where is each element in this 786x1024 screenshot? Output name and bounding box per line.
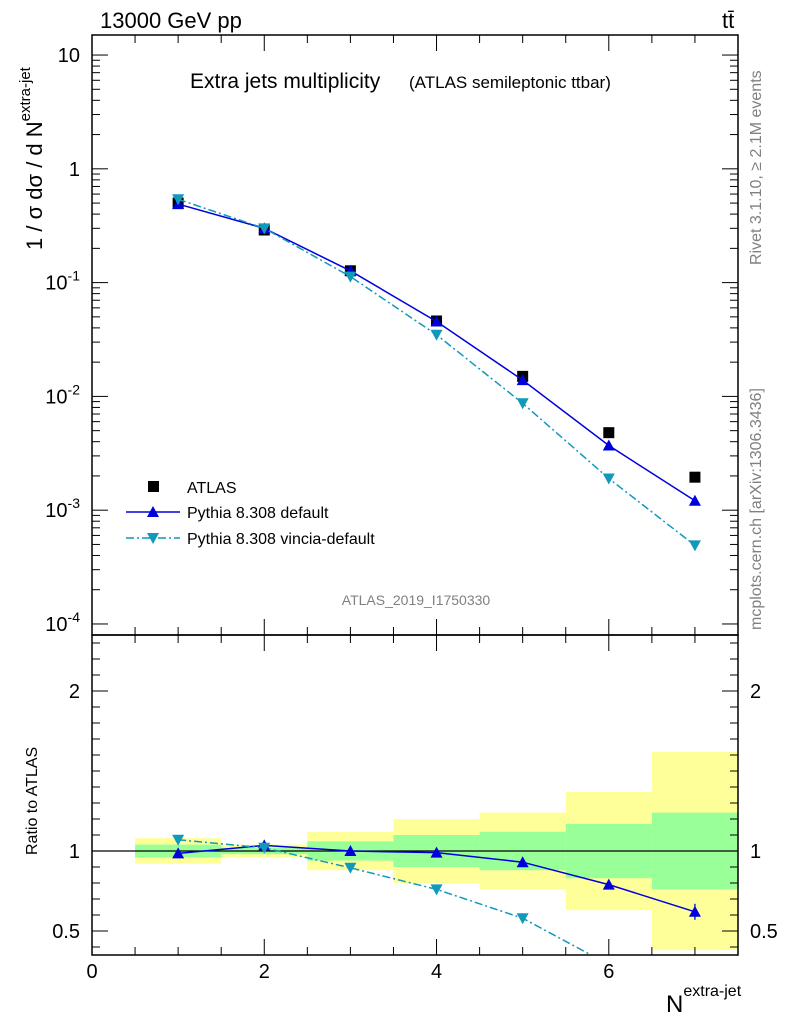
main-ytick-label: 10-4 <box>45 609 80 636</box>
ratio-ytick-label-left: 2 <box>69 681 80 703</box>
legend: ATLAS Pythia 8.308 default Pythia 8.308 … <box>126 480 375 548</box>
ratio-point-pythia-8-308-default-6 <box>602 878 615 890</box>
ratio-plot-content <box>172 834 701 977</box>
ratio-ytick-label-left: 0.5 <box>52 921 80 943</box>
ratio-point-pythia-8-308-default-1 <box>172 847 185 859</box>
x-axis-label: Nextra-jet <box>666 983 742 1018</box>
main-point-pythia-8-308-default-4 <box>430 315 443 327</box>
legend-marker-pythia-vincia <box>147 533 159 544</box>
ratio-y-axis-label: Ratio to ATLAS <box>24 747 41 855</box>
energy-label: 13000 GeV pp <box>100 8 242 33</box>
main-point-pythia-8-308-default-6 <box>602 439 615 451</box>
main-point-atlas-7 <box>689 471 701 483</box>
analysis-label: ATLAS_2019_I1750330 <box>342 592 491 608</box>
main-point-pythia-8-308-vincia-default-2 <box>258 223 271 235</box>
x-label-text: N <box>666 991 683 1018</box>
main-point-pythia-8-308-vincia-default-4 <box>430 329 443 341</box>
svg-text:1 / σ dσ / d Nextra-jet: 1 / σ dσ / d Nextra-jet <box>17 66 47 250</box>
main-point-pythia-8-308-vincia-default-3 <box>344 271 357 283</box>
main-point-pythia-8-308-vincia-default-1 <box>172 194 185 206</box>
main-point-atlas-6 <box>603 427 615 439</box>
main-ytick-label: 1 <box>69 159 80 181</box>
ratio-axis-ticks: 0.5 0.5 1 1 2 2 0 2 4 6 <box>52 635 778 983</box>
main-ytick-base: 10 <box>45 273 67 295</box>
main-ylabel-text: 1 / σ dσ / d N <box>22 121 47 250</box>
main-ytick-base: 10 <box>45 614 67 636</box>
rivet-label: Rivet 3.1.10, ≥ 2.1M events <box>748 70 765 265</box>
main-point-pythia-8-308-vincia-default-7 <box>688 540 701 552</box>
main-ytick-base: 10 <box>45 386 67 408</box>
ratio-ytick-label-right: 2 <box>750 681 761 703</box>
ratio-point-pythia-8-308-default-3 <box>344 845 357 856</box>
main-ytick-base: 10 <box>45 500 67 522</box>
legend-label-pythia-default: Pythia 8.308 default <box>187 505 329 522</box>
main-ytick-exp: -4 <box>68 609 81 625</box>
x-tick-label: 2 <box>259 961 270 983</box>
x-tick-label: 4 <box>431 961 442 983</box>
ratio-ytick-label-left: 1 <box>69 841 80 863</box>
ratio-point-pythia-8-308-vincia-default-4 <box>430 884 443 896</box>
mcplots-label: mcplots.cern.ch [arXiv:1306.3436] <box>748 388 765 630</box>
ratio-point-pythia-8-308-default-4 <box>430 846 443 858</box>
ratio-point-pythia-8-308-vincia-default-5 <box>516 913 529 925</box>
main-point-pythia-8-308-vincia-default-5 <box>516 398 529 410</box>
ratio-point-pythia-8-308-default-5 <box>516 856 529 868</box>
process-label: tt̄ <box>722 8 734 33</box>
legend-marker-atlas <box>148 481 159 492</box>
ratio-ytick-label-right: 0.5 <box>750 921 778 943</box>
legend-label-atlas: ATLAS <box>187 480 237 497</box>
x-tick-label: 6 <box>603 961 614 983</box>
ratio-point-pythia-8-308-vincia-default-1 <box>172 834 185 846</box>
main-point-pythia-8-308-vincia-default-6 <box>602 473 615 485</box>
chart-title: Extra jets multiplicity <box>190 70 381 93</box>
legend-label-pythia-vincia: Pythia 8.308 vincia-default <box>187 531 375 548</box>
main-point-pythia-8-308-default-5 <box>516 374 529 386</box>
ratio-ytick-label-right: 1 <box>750 841 761 863</box>
ratio-point-pythia-8-308-default-7 <box>688 905 701 917</box>
ratio-point-pythia-8-308-vincia-default-7 <box>689 966 701 977</box>
ratio-frame <box>91 634 739 956</box>
legend-marker-pythia-default <box>147 506 159 517</box>
main-ytick-exp: -2 <box>68 381 81 397</box>
main-ytick-exp: -3 <box>68 495 81 511</box>
main-ytick-label: 10-1 <box>45 268 80 295</box>
main-y-axis-label: 1 / σ dσ / d Nextra-jet <box>17 66 47 250</box>
main-ytick-label: 10 <box>58 45 80 67</box>
x-tick-label: 0 <box>86 961 97 983</box>
main-line-pythia-8-308-vincia-default <box>177 198 696 547</box>
main-line-pythia-8-308-default <box>177 203 696 502</box>
ratio-point-pythia-8-308-vincia-default-3 <box>344 862 357 874</box>
chart-subtitle: (ATLAS semileptonic ttbar) <box>409 73 611 92</box>
x-label-sup: extra-jet <box>683 983 741 1000</box>
main-ytick-base: 10 <box>58 45 80 67</box>
main-ytick-base: 1 <box>69 159 80 181</box>
main-ylabel-sup: extra-jet <box>17 66 34 121</box>
ratio-point-pythia-8-308-vincia-default-2 <box>258 842 271 854</box>
main-ytick-exp: -1 <box>68 268 81 284</box>
main-plot-content <box>172 194 701 552</box>
main-ytick-label: 10-3 <box>45 495 80 522</box>
main-point-pythia-8-308-default-7 <box>688 494 701 506</box>
main-ytick-label: 10-2 <box>45 381 80 408</box>
